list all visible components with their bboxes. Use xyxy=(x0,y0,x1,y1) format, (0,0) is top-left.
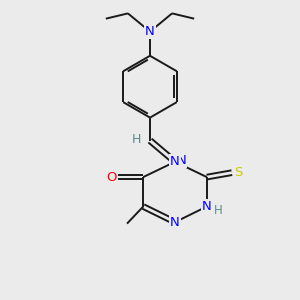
Text: N: N xyxy=(170,216,180,229)
Text: S: S xyxy=(234,166,242,179)
Text: N: N xyxy=(145,25,155,38)
Text: N: N xyxy=(177,154,186,167)
Text: O: O xyxy=(106,171,117,184)
Text: N: N xyxy=(170,155,180,168)
Text: N: N xyxy=(202,200,212,213)
Text: H: H xyxy=(132,133,141,146)
Text: H: H xyxy=(214,204,222,218)
